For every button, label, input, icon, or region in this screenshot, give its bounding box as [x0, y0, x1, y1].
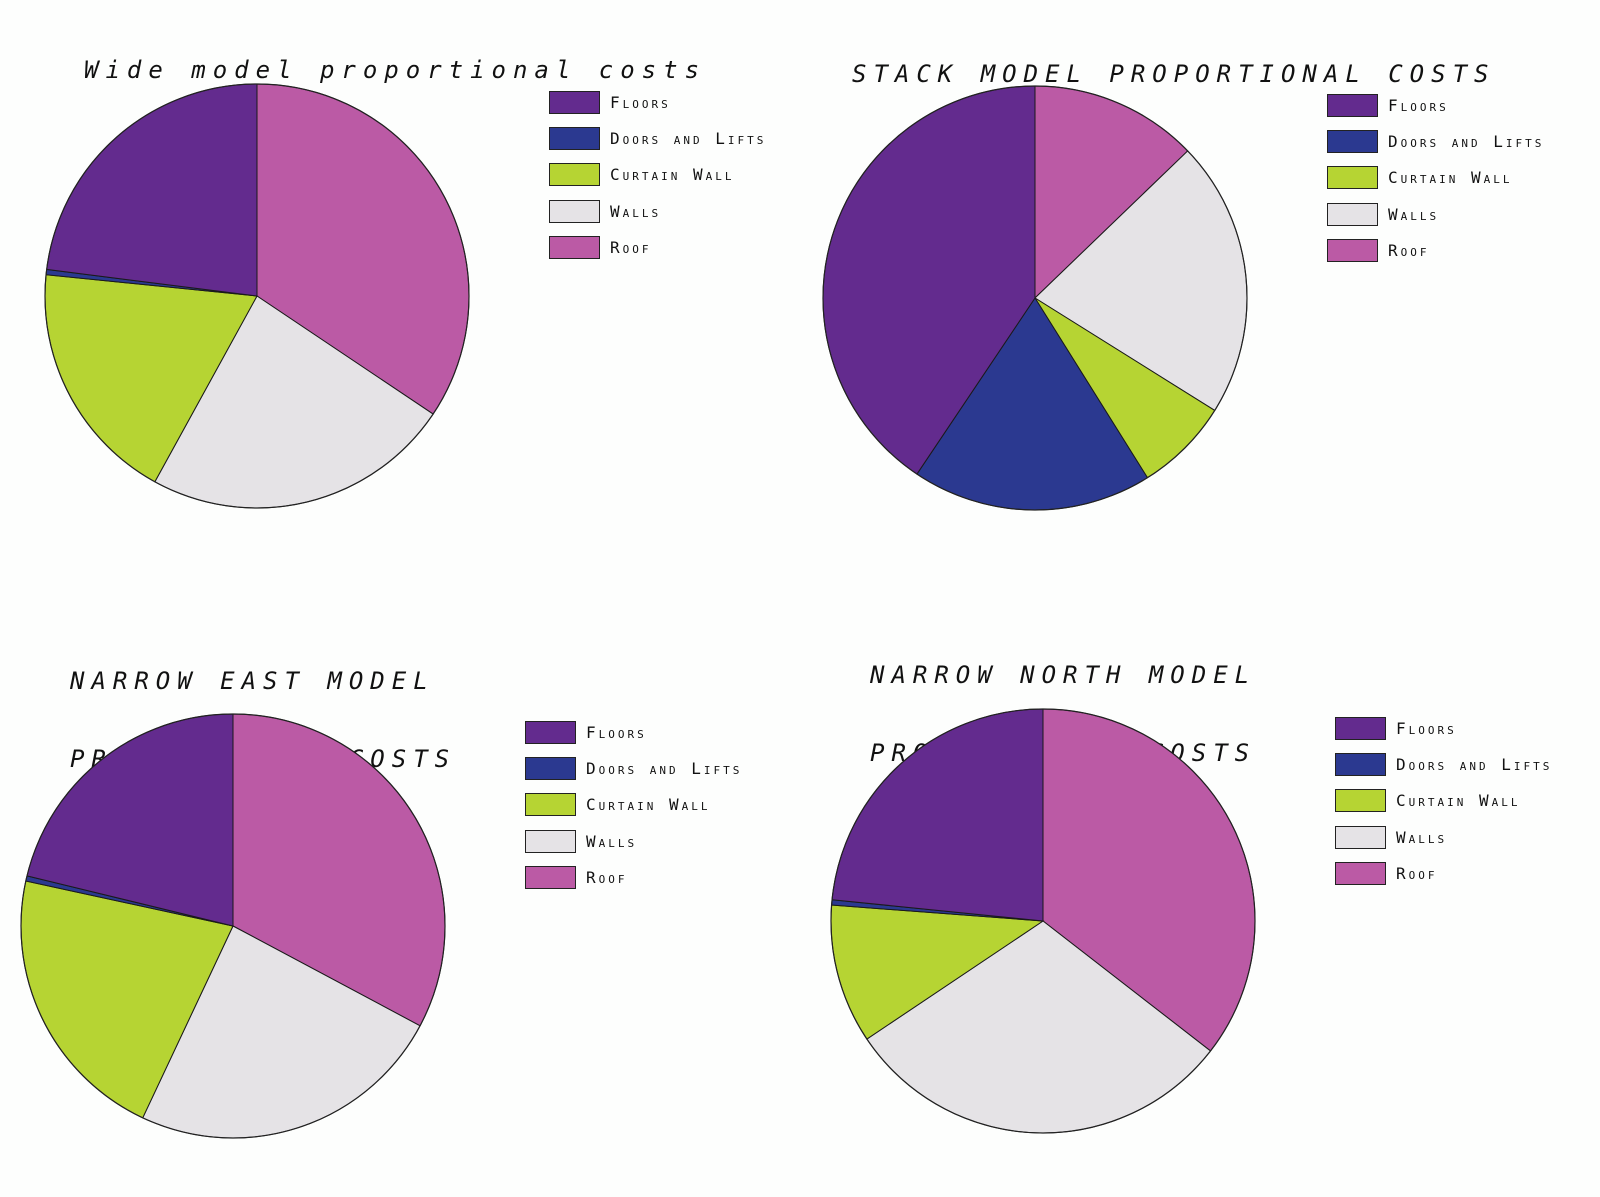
- pie-slice-curtain-wall: [1034, 297, 1216, 479]
- legend-swatch-roof: [549, 235, 600, 259]
- legend-item-walls: Walls: [549, 193, 766, 229]
- legend-swatch-roof: [525, 865, 576, 889]
- legend-swatch-floors: [549, 90, 600, 114]
- legend-label: Floors: [1396, 718, 1457, 738]
- pie-slice-roof: [256, 83, 470, 415]
- legend-swatch-doors-and-lifts: [1327, 129, 1378, 153]
- legend-item-curtain-wall: Curtain Wall: [549, 157, 766, 193]
- legend-item-doors-and-lifts: Doors and Lifts: [549, 120, 766, 156]
- chart-title-narrow-north: NARROW NORTH MODEL PROPORTIONAL COSTS: [870, 617, 1256, 812]
- legend-item-curtain-wall: Curtain Wall: [1335, 783, 1552, 819]
- legend-label: Doors and Lifts: [586, 758, 743, 778]
- legend-item-roof: Roof: [1327, 232, 1544, 268]
- pie-slice-doors-and-lifts: [831, 899, 1044, 922]
- legend-narrow-north: Floors Doors and Lifts Curtain Wall Walls Ro…: [1335, 710, 1552, 891]
- chart-title-wide: Wide model proportional costs: [84, 12, 706, 129]
- pie-slice-walls: [142, 925, 421, 1139]
- legend-label: Walls: [610, 201, 662, 221]
- legend-label: Doors and Lifts: [610, 128, 767, 148]
- legend-swatch-floors: [1327, 93, 1378, 117]
- legend-swatch-curtain-wall: [549, 163, 600, 187]
- legend-item-floors: Floors: [1327, 87, 1544, 123]
- chart-title-narrow-east-line-1: NARROW EAST MODEL: [70, 667, 435, 695]
- chart-title-narrow-east: NARROW EAST MODEL PROPORTIONAL COSTS: [70, 623, 456, 818]
- legend-swatch-curtain-wall: [1327, 166, 1378, 190]
- legend-label: Walls: [1396, 827, 1448, 847]
- pie-slice-doors-and-lifts: [916, 297, 1149, 511]
- pie-slice-doors-and-lifts: [25, 875, 234, 927]
- pie-slice-curtain-wall: [830, 904, 1045, 1040]
- legend-label: Roof: [1396, 863, 1438, 883]
- legend-swatch-roof: [1335, 861, 1386, 885]
- legend-swatch-doors-and-lifts: [525, 756, 576, 780]
- legend-swatch-floors: [1335, 716, 1386, 740]
- chart-title-stack-line-1: STACK MODEL PROPORTIONAL COSTS: [852, 60, 1496, 88]
- legend-item-curtain-wall: Curtain Wall: [1327, 160, 1544, 196]
- legend-swatch-walls: [525, 829, 576, 853]
- legend-label: Roof: [610, 237, 652, 257]
- pie-slice-walls: [866, 920, 1212, 1134]
- legend-swatch-doors-and-lifts: [1335, 752, 1386, 776]
- legend-item-floors: Floors: [525, 714, 742, 750]
- legend-wide: Floors Doors and Lifts Curtain Wall Walls Ro…: [549, 84, 766, 265]
- pie-slice-curtain-wall: [44, 274, 258, 483]
- legend-item-walls: Walls: [1327, 196, 1544, 232]
- legend-item-floors: Floors: [1335, 710, 1552, 746]
- pie-slice-walls: [1034, 150, 1248, 412]
- chart-title-stack: STACK MODEL PROPORTIONAL COSTS: [852, 16, 1495, 133]
- pie-outline: [44, 83, 470, 509]
- legend-label: Floors: [586, 722, 647, 742]
- legend-item-floors: Floors: [549, 84, 766, 120]
- legend-stack: Floors Doors and Lifts Curtain Wall Walls Ro…: [1327, 87, 1544, 268]
- pie-slice-floors: [822, 85, 1036, 475]
- pie-slice-walls: [154, 295, 434, 509]
- legend-label: Roof: [586, 867, 628, 887]
- legend-item-curtain-wall: Curtain Wall: [525, 787, 742, 823]
- pie-outline: [822, 85, 1248, 511]
- legend-label: Roof: [1388, 240, 1430, 260]
- legend-item-walls: Walls: [1335, 819, 1552, 855]
- legend-swatch-floors: [525, 720, 576, 744]
- chart-title-narrow-east-line-2: PROPORTIONAL COSTS: [70, 745, 457, 773]
- legend-label: Doors and Lifts: [1388, 131, 1545, 151]
- legend-label: Floors: [610, 92, 671, 112]
- pie-slice-doors-and-lifts: [45, 268, 258, 297]
- legend-swatch-doors-and-lifts: [549, 126, 600, 150]
- legend-label: Walls: [586, 831, 638, 851]
- chart-title-wide-line-1: Wide model proportional costs: [84, 56, 707, 84]
- legend-label: Curtain Wall: [1396, 791, 1521, 811]
- legend-item-roof: Roof: [549, 229, 766, 265]
- legend-swatch-walls: [549, 199, 600, 223]
- legend-swatch-roof: [1327, 238, 1378, 262]
- legend-swatch-walls: [1335, 825, 1386, 849]
- legend-swatch-walls: [1327, 202, 1378, 226]
- pie-slice-curtain-wall: [20, 880, 234, 1119]
- legend-label: Curtain Wall: [1388, 168, 1513, 188]
- legend-label: Curtain Wall: [586, 795, 711, 815]
- legend-item-roof: Roof: [525, 859, 742, 895]
- legend-item-doors-and-lifts: Doors and Lifts: [525, 750, 742, 786]
- legend-item-doors-and-lifts: Doors and Lifts: [1327, 123, 1544, 159]
- legend-label: Walls: [1388, 204, 1440, 224]
- legend-item-roof: Roof: [1335, 855, 1552, 891]
- legend-item-doors-and-lifts: Doors and Lifts: [1335, 746, 1552, 782]
- legend-swatch-curtain-wall: [525, 793, 576, 817]
- chart-title-narrow-north-line-1: NARROW NORTH MODEL: [870, 661, 1257, 689]
- legend-label: Doors and Lifts: [1396, 754, 1553, 774]
- legend-swatch-curtain-wall: [1335, 789, 1386, 813]
- legend-label: Curtain Wall: [610, 165, 735, 185]
- legend-narrow-east: Floors Doors and Lifts Curtain Wall Walls Ro…: [525, 714, 742, 895]
- legend-item-walls: Walls: [525, 823, 742, 859]
- legend-label: Floors: [1388, 95, 1449, 115]
- chart-title-narrow-north-line-2: PROPORTIONAL COSTS: [870, 739, 1257, 767]
